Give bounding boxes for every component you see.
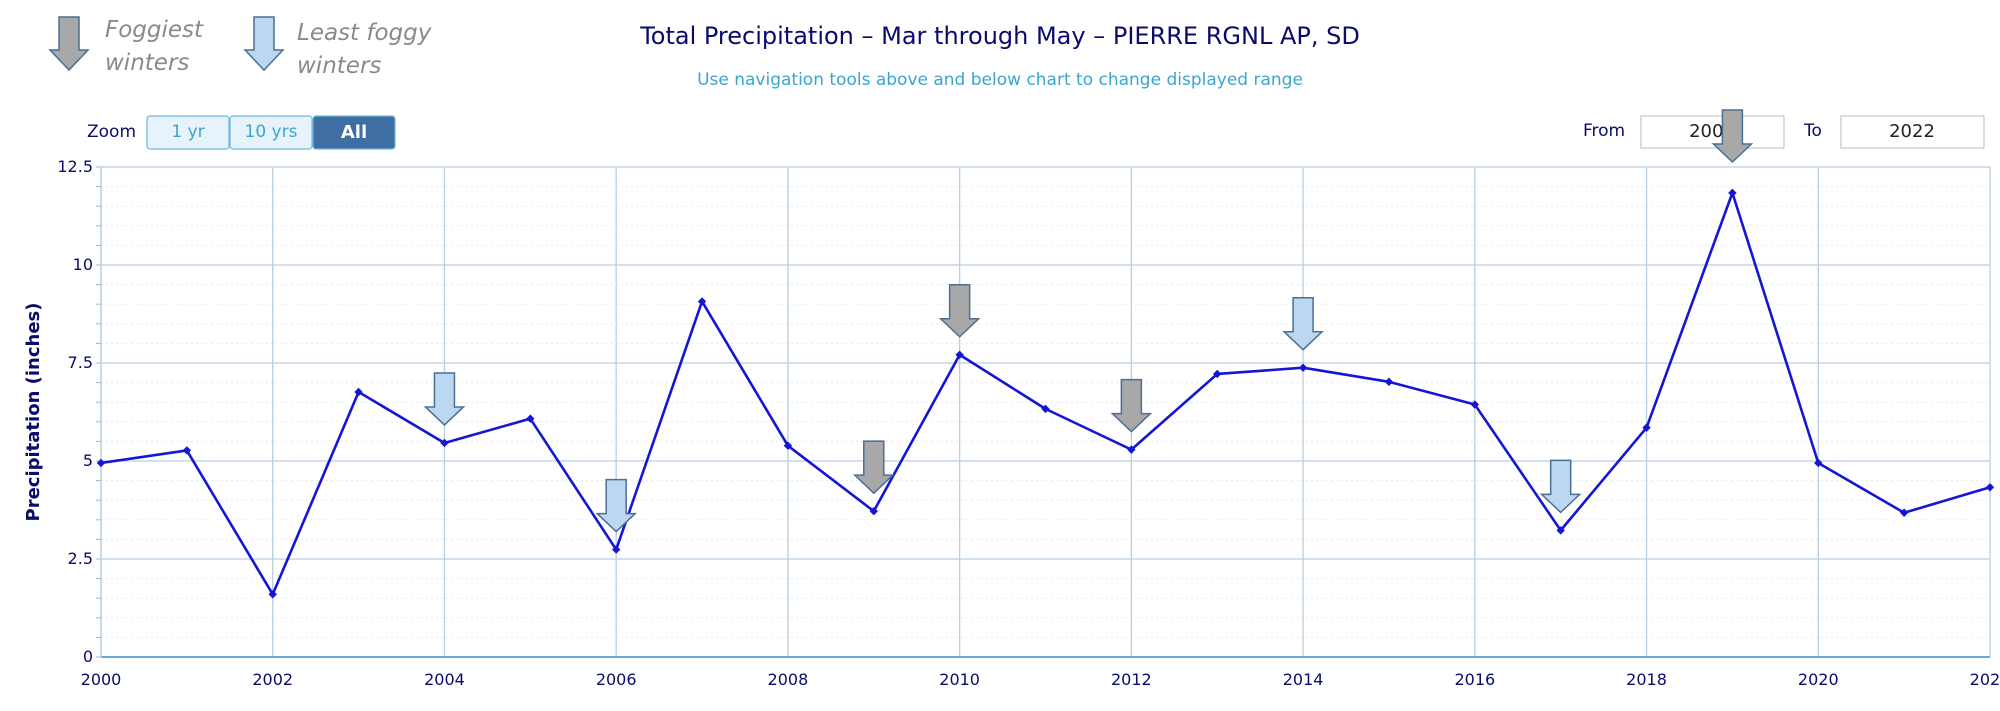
- x-tick-label: 2002: [252, 670, 293, 689]
- least-foggy-arrow-icon: [1282, 296, 1324, 351]
- y-tick-label: 10: [73, 255, 93, 274]
- data-point[interactable]: [1041, 404, 1050, 414]
- data-point[interactable]: [268, 590, 277, 599]
- x-tick-label: 2010: [939, 670, 980, 689]
- data-point[interactable]: [1556, 526, 1565, 535]
- least-foggy-arrow-icon: [423, 372, 466, 427]
- y-tick-label: 2.5: [68, 549, 93, 568]
- least-foggy-arrow-icon: [595, 478, 638, 533]
- zoom-1yr-label: 1 yr: [171, 122, 204, 142]
- data-point[interactable]: [1728, 188, 1737, 198]
- x-tick-label: 2000: [81, 670, 122, 689]
- zoom-all-label: All: [341, 122, 367, 143]
- x-tick-label: 2022: [1970, 670, 2000, 689]
- x-tick-label: 2016: [1454, 670, 1495, 689]
- data-point[interactable]: [697, 297, 707, 306]
- data-point[interactable]: [1127, 445, 1136, 454]
- x-tick-label: 2008: [768, 670, 809, 689]
- to-label: To: [1803, 121, 1822, 141]
- zoom-1yr-button[interactable]: 1 yr: [146, 115, 230, 150]
- data-point[interactable]: [1985, 483, 1995, 492]
- data-point[interactable]: [1899, 508, 1909, 517]
- foggiest-legend-arrow-icon: [48, 16, 90, 72]
- x-tick-label: 2004: [424, 670, 465, 689]
- legend-least-foggy-line2: winters: [297, 53, 381, 79]
- y-axis-ticks: 0 2.5 5 7.5 10 12.5: [57, 157, 101, 666]
- foggiest-arrow-icon: [1711, 109, 1754, 164]
- legend: Foggiest winters Least foggy winters: [48, 16, 432, 79]
- from-input[interactable]: 2000: [1640, 115, 1785, 149]
- zoom-all-button[interactable]: All: [312, 115, 396, 150]
- x-tick-label: 2006: [596, 670, 637, 689]
- legend-foggiest-line2: winters: [105, 50, 189, 76]
- precipitation-series: [96, 188, 1995, 599]
- data-point[interactable]: [955, 350, 964, 359]
- x-tick-label: 2014: [1283, 670, 1324, 689]
- x-axis-ticks: 2000 2002 2004 2006 2008 2010 2012 2014 2016 2018…: [81, 670, 2000, 689]
- data-point[interactable]: [1470, 400, 1480, 409]
- data-point[interactable]: [96, 458, 106, 468]
- legend-foggiest-line1: Foggiest: [105, 17, 204, 43]
- x-tick-label: 2012: [1111, 670, 1152, 689]
- y-tick-label: 5: [83, 451, 93, 470]
- legend-least-foggy-line1: Least foggy: [297, 20, 432, 46]
- x-tick-label: 2018: [1626, 670, 1667, 689]
- zoom-controls: Zoom 1 yr 10 yrs All: [87, 115, 396, 150]
- zoom-10yrs-button[interactable]: 10 yrs: [229, 115, 313, 150]
- data-point[interactable]: [783, 441, 793, 450]
- y-tick-label: 7.5: [68, 353, 93, 372]
- y-tick-label: 12.5: [57, 157, 93, 176]
- data-point[interactable]: [354, 387, 363, 397]
- least-foggy-legend-arrow-icon: [243, 16, 285, 72]
- fog-annotations: [423, 109, 1754, 533]
- to-input-value: 2022: [1889, 121, 1935, 142]
- data-point[interactable]: [1298, 363, 1308, 372]
- range-selector: From 2000 To 2022: [1583, 115, 1985, 149]
- to-input[interactable]: 2022: [1840, 115, 1985, 149]
- data-point[interactable]: [1213, 369, 1222, 379]
- data-point[interactable]: [611, 545, 621, 554]
- data-point[interactable]: [526, 414, 535, 423]
- y-tick-label: 0: [83, 647, 93, 666]
- from-label: From: [1583, 121, 1625, 141]
- chart-title: Total Precipitation – Mar through May – …: [639, 22, 1360, 50]
- foggiest-arrow-icon: [938, 284, 981, 338]
- data-point[interactable]: [182, 446, 192, 455]
- x-tick-label: 2020: [1798, 670, 1839, 689]
- data-point[interactable]: [440, 438, 449, 448]
- data-point[interactable]: [1642, 423, 1651, 432]
- least-foggy-arrow-icon: [1539, 459, 1582, 514]
- series-line: [100, 191, 1991, 596]
- zoom-label: Zoom: [87, 122, 136, 142]
- data-point[interactable]: [1814, 458, 1823, 468]
- chart-subtitle: Use navigation tools above and below cha…: [697, 70, 1303, 90]
- data-point[interactable]: [1384, 377, 1394, 387]
- data-point[interactable]: [869, 506, 878, 516]
- foggiest-arrow-icon: [1110, 378, 1153, 433]
- foggiest-arrow-icon: [852, 440, 895, 495]
- zoom-10yrs-label: 10 yrs: [245, 122, 298, 142]
- y-axis-label: Precipitation (inches): [23, 303, 44, 522]
